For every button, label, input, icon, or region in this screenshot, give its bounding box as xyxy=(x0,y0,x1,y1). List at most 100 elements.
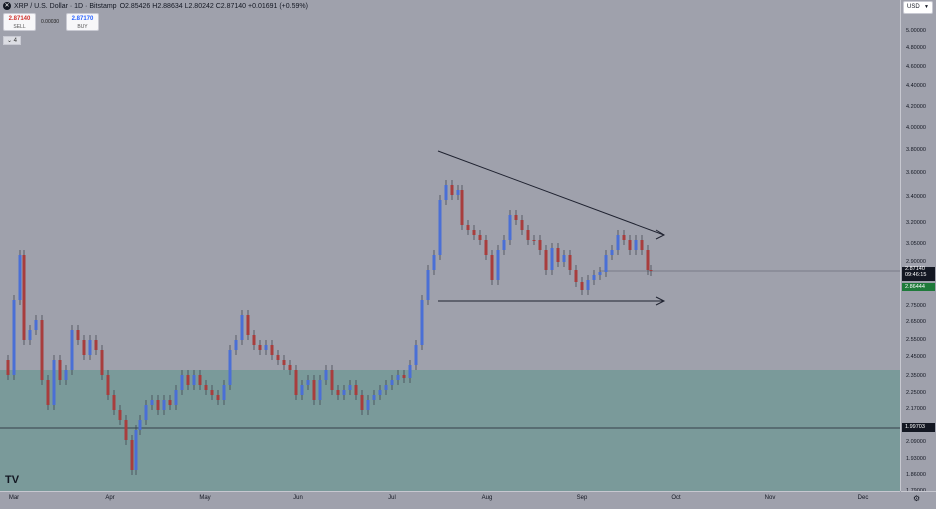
candle-body xyxy=(134,430,138,470)
price-tick: 3.05000 xyxy=(906,241,926,247)
descending-trendline[interactable] xyxy=(437,150,665,236)
candle-body xyxy=(18,255,22,300)
price-tick: 4.40000 xyxy=(906,83,926,89)
candle-body xyxy=(192,375,196,385)
candle-body xyxy=(34,320,38,330)
price-tick: 4.60000 xyxy=(906,64,926,70)
candle-body xyxy=(456,190,460,195)
candle-body xyxy=(628,240,632,250)
price-tick: 2.35000 xyxy=(906,373,926,379)
candle-body xyxy=(472,230,476,235)
candle-body xyxy=(156,400,160,410)
price-tick: 3.40000 xyxy=(906,194,926,200)
price-axis[interactable] xyxy=(901,0,936,491)
currency-selector[interactable]: USD ▼ xyxy=(903,1,933,14)
gear-icon[interactable]: ⚙ xyxy=(913,494,921,503)
candle-body xyxy=(294,370,298,395)
buy-label: BUY xyxy=(77,24,88,30)
candle-body xyxy=(40,320,44,380)
candle-body xyxy=(526,230,530,240)
candle-body xyxy=(432,255,436,270)
candle-body xyxy=(100,350,104,375)
symbol-header[interactable]: ✕ XRP / U.S. Dollar · 1D · Bitstamp O2.8… xyxy=(3,2,308,10)
candle-body xyxy=(348,385,352,390)
candle-body xyxy=(532,240,536,241)
candle-body xyxy=(144,405,148,420)
candle-body xyxy=(210,390,214,395)
secondary-price-label: 2.86444 xyxy=(902,283,935,291)
candle-body xyxy=(288,365,292,370)
chevron-down-icon: ▼ xyxy=(924,4,929,10)
candle-body xyxy=(586,280,590,290)
candle-body xyxy=(94,340,98,350)
candlestick-chart[interactable] xyxy=(0,0,900,491)
candle-body xyxy=(318,380,322,400)
candle-body xyxy=(544,250,548,270)
price-tick: 3.20000 xyxy=(906,220,926,226)
candle-body xyxy=(162,400,166,410)
candle-body xyxy=(112,395,116,410)
candle-body xyxy=(204,385,208,390)
candle-body xyxy=(252,335,256,345)
candle-body xyxy=(402,375,406,378)
time-axis-label: Oct xyxy=(671,495,681,501)
candle-body xyxy=(58,360,62,380)
candle-body xyxy=(186,375,190,385)
candle-body xyxy=(300,385,304,395)
candle-body xyxy=(420,300,424,345)
sell-label: SELL xyxy=(13,24,26,30)
candle-body xyxy=(390,380,394,385)
candle-body xyxy=(12,300,16,375)
candle-body xyxy=(592,275,596,280)
bar-countdown: 09:46:15 xyxy=(905,271,927,278)
horizontal-arrowhead xyxy=(655,296,666,306)
candle-body xyxy=(270,345,274,355)
support-zone xyxy=(0,370,900,491)
candle-body xyxy=(64,370,68,380)
candle-body xyxy=(610,250,614,255)
buy-price: 2.87170 xyxy=(71,16,94,22)
buy-button[interactable]: 2.87170 BUY xyxy=(66,13,99,31)
ohlc-readout: O2.85426 H2.88634 L2.80242 C2.87140 +0.0… xyxy=(119,2,308,10)
candle-body xyxy=(124,420,128,440)
candle-body xyxy=(502,240,506,250)
candle-body xyxy=(198,375,202,385)
candle-body xyxy=(130,440,134,470)
candle-body xyxy=(490,255,494,280)
price-tick: 4.00000 xyxy=(906,125,926,131)
time-axis[interactable] xyxy=(0,491,900,509)
indicators-toggle-button[interactable]: ⌄ 4 xyxy=(3,36,21,45)
candle-body xyxy=(640,240,644,250)
candle-body xyxy=(180,375,184,390)
candle-body xyxy=(484,240,488,255)
candle-body xyxy=(336,390,340,395)
current-price-value: 2.87140 xyxy=(905,266,925,272)
candle-body xyxy=(360,395,364,410)
candle-body xyxy=(88,340,92,355)
tradingview-logo-icon[interactable]: TV xyxy=(5,474,20,486)
price-tick: 4.20000 xyxy=(906,104,926,110)
candle-body xyxy=(52,360,56,405)
candle-body xyxy=(6,360,10,375)
price-tick: 2.09000 xyxy=(906,439,926,445)
symbol-title[interactable]: XRP / U.S. Dollar · 1D · Bitstamp xyxy=(14,2,117,10)
candle-body xyxy=(354,385,358,395)
time-axis-label: Jul xyxy=(388,495,396,501)
candle-body xyxy=(372,395,376,400)
candle-body xyxy=(649,270,653,271)
price-tick: 2.45000 xyxy=(906,354,926,360)
time-axis-label: Apr xyxy=(105,495,115,501)
candle-body xyxy=(604,255,608,272)
candle-body xyxy=(28,330,32,340)
price-tick: 2.75000 xyxy=(906,303,926,309)
support-price-label: 1.99703 xyxy=(902,423,935,432)
time-axis-label: Sep xyxy=(576,495,588,501)
candle-body xyxy=(616,235,620,250)
currency-label: USD xyxy=(907,4,920,10)
candle-body xyxy=(478,235,482,240)
candle-body xyxy=(216,395,220,400)
chart-pane[interactable]: ✕ XRP / U.S. Dollar · 1D · Bitstamp O2.8… xyxy=(0,0,901,491)
sell-button[interactable]: 2.87140 SELL xyxy=(3,13,36,31)
candle-body xyxy=(538,240,542,250)
